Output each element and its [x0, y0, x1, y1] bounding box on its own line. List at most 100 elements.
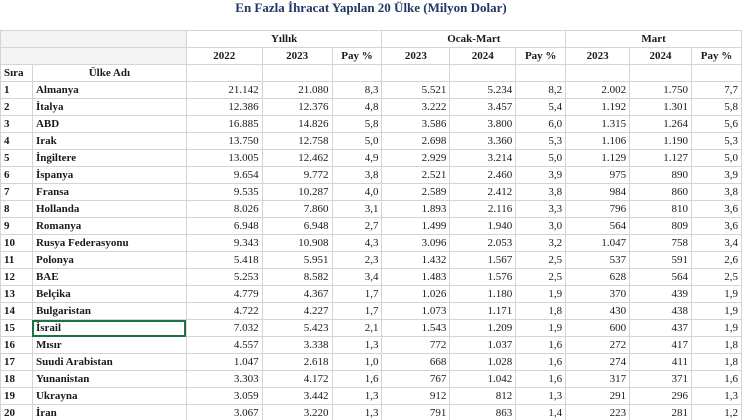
value-cell[interactable]: 1,9: [690, 302, 742, 320]
value-cell[interactable]: 4.557: [185, 336, 263, 354]
value-cell[interactable]: 5,0: [690, 149, 742, 167]
value-cell[interactable]: 1.543: [381, 319, 451, 337]
value-cell[interactable]: 1.567: [449, 251, 517, 269]
country-cell[interactable]: BAE: [31, 268, 187, 286]
country-cell[interactable]: Yunanistan: [31, 370, 187, 388]
value-cell[interactable]: 439: [629, 285, 692, 303]
value-cell[interactable]: 3.360: [449, 132, 517, 150]
rank-cell[interactable]: 8: [0, 200, 33, 218]
value-cell[interactable]: 1,9: [690, 285, 742, 303]
value-cell[interactable]: 4,9: [331, 149, 383, 167]
value-cell[interactable]: 2,5: [690, 268, 742, 286]
value-cell[interactable]: 3.214: [449, 149, 517, 167]
value-cell[interactable]: 1.127: [629, 149, 692, 167]
value-cell[interactable]: 1,6: [515, 336, 567, 354]
value-cell[interactable]: 272: [565, 336, 631, 354]
value-cell[interactable]: 430: [565, 302, 631, 320]
value-cell[interactable]: 1,3: [331, 404, 383, 420]
value-cell[interactable]: 3.800: [449, 115, 517, 133]
value-cell[interactable]: 1,6: [515, 370, 567, 388]
value-cell[interactable]: 812: [449, 387, 517, 405]
value-cell[interactable]: 1,2: [690, 404, 742, 420]
value-cell[interactable]: 4,0: [331, 183, 383, 201]
value-cell[interactable]: 984: [565, 183, 631, 201]
value-cell[interactable]: 4.172: [261, 370, 333, 388]
value-cell[interactable]: 1,3: [690, 387, 742, 405]
country-cell[interactable]: Hollanda: [31, 200, 187, 218]
value-cell[interactable]: 6,0: [515, 115, 567, 133]
value-cell[interactable]: 12.376: [261, 98, 333, 116]
rank-cell[interactable]: 19: [0, 387, 33, 405]
value-cell[interactable]: 8.026: [185, 200, 263, 218]
value-cell[interactable]: 1,9: [690, 319, 742, 337]
value-cell[interactable]: 3.338: [261, 336, 333, 354]
rank-cell[interactable]: 18: [0, 370, 33, 388]
rank-cell[interactable]: 9: [0, 217, 33, 235]
value-cell[interactable]: 1,8: [515, 302, 567, 320]
rank-cell[interactable]: 3: [0, 115, 33, 133]
value-cell[interactable]: 1.037: [449, 336, 517, 354]
value-cell[interactable]: 975: [565, 166, 631, 184]
value-cell[interactable]: 8.582: [261, 268, 333, 286]
rank-cell[interactable]: 11: [0, 251, 33, 269]
value-cell[interactable]: 9.772: [261, 166, 333, 184]
value-cell[interactable]: 1,3: [515, 387, 567, 405]
value-cell[interactable]: 1.028: [449, 353, 517, 371]
value-cell[interactable]: 1.209: [449, 319, 517, 337]
value-cell[interactable]: 1,6: [331, 370, 383, 388]
rank-cell[interactable]: 17: [0, 353, 33, 371]
value-cell[interactable]: 3,9: [515, 166, 567, 184]
value-cell[interactable]: 860: [629, 183, 692, 201]
value-cell[interactable]: 3,8: [515, 183, 567, 201]
value-cell[interactable]: 5.521: [381, 81, 451, 99]
rank-cell[interactable]: 13: [0, 285, 33, 303]
value-cell[interactable]: 2,3: [331, 251, 383, 269]
value-cell[interactable]: 1.315: [565, 115, 631, 133]
value-cell[interactable]: 5,0: [331, 132, 383, 150]
country-cell[interactable]: Polonya: [31, 251, 187, 269]
value-cell[interactable]: 2.116: [449, 200, 517, 218]
country-cell[interactable]: Bulgaristan: [31, 302, 187, 320]
value-cell[interactable]: 3,4: [331, 268, 383, 286]
value-cell[interactable]: 591: [629, 251, 692, 269]
value-cell[interactable]: 772: [381, 336, 451, 354]
value-cell[interactable]: 1.047: [565, 234, 631, 252]
country-cell[interactable]: Ukrayna: [31, 387, 187, 405]
value-cell[interactable]: 291: [565, 387, 631, 405]
rank-cell[interactable]: 1: [0, 81, 33, 99]
value-cell[interactable]: 1.026: [381, 285, 451, 303]
value-cell[interactable]: 2,5: [515, 251, 567, 269]
value-cell[interactable]: 3.457: [449, 98, 517, 116]
value-cell[interactable]: 1.893: [381, 200, 451, 218]
value-cell[interactable]: 317: [565, 370, 631, 388]
value-cell[interactable]: 21.142: [185, 81, 263, 99]
value-cell[interactable]: 2.412: [449, 183, 517, 201]
value-cell[interactable]: 5.234: [449, 81, 517, 99]
value-cell[interactable]: 1,6: [690, 370, 742, 388]
rank-cell[interactable]: 6: [0, 166, 33, 184]
rank-cell[interactable]: 20: [0, 404, 33, 420]
value-cell[interactable]: 5,0: [515, 149, 567, 167]
value-cell[interactable]: 21.080: [261, 81, 333, 99]
value-cell[interactable]: 2,6: [690, 251, 742, 269]
value-cell[interactable]: 9.654: [185, 166, 263, 184]
value-cell[interactable]: 5.253: [185, 268, 263, 286]
value-cell[interactable]: 600: [565, 319, 631, 337]
value-cell[interactable]: 1,7: [331, 302, 383, 320]
country-cell[interactable]: Suudi Arabistan: [31, 353, 187, 371]
value-cell[interactable]: 12.462: [261, 149, 333, 167]
value-cell[interactable]: 9.535: [185, 183, 263, 201]
country-cell[interactable]: İngiltere: [31, 149, 187, 167]
value-cell[interactable]: 3.222: [381, 98, 451, 116]
value-cell[interactable]: 417: [629, 336, 692, 354]
value-cell[interactable]: 3,1: [331, 200, 383, 218]
country-cell[interactable]: Romanya: [31, 217, 187, 235]
value-cell[interactable]: 4.722: [185, 302, 263, 320]
value-cell[interactable]: 3.586: [381, 115, 451, 133]
value-cell[interactable]: 10.287: [261, 183, 333, 201]
value-cell[interactable]: 1.190: [629, 132, 692, 150]
value-cell[interactable]: 564: [629, 268, 692, 286]
value-cell[interactable]: 5.951: [261, 251, 333, 269]
value-cell[interactable]: 437: [629, 319, 692, 337]
rank-cell[interactable]: 15: [0, 319, 33, 337]
